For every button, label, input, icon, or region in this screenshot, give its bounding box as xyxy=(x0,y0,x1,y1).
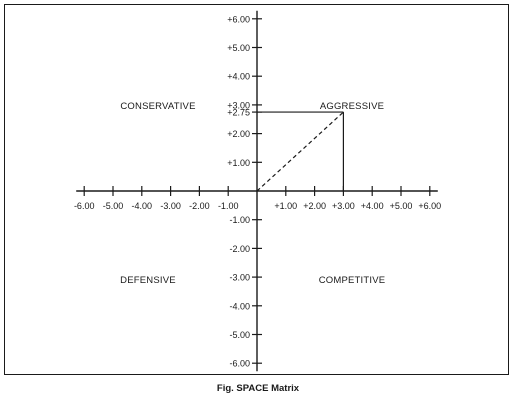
figure-frame xyxy=(4,4,509,375)
x-tick-label: -5.00 xyxy=(103,201,124,211)
x-tick-label: +3.00 xyxy=(332,201,355,211)
y-tick-label: +1.00 xyxy=(227,158,250,168)
x-tick-label: -4.00 xyxy=(132,201,153,211)
y-tick-label: +2.75 xyxy=(227,108,250,118)
y-tick-label: -2.00 xyxy=(229,244,250,254)
quadrant-label-aggressive: AGGRESSIVE xyxy=(320,101,384,112)
x-tick-label: -1.00 xyxy=(218,201,239,211)
y-tick-label: -5.00 xyxy=(229,330,250,340)
y-tick-label: +2.00 xyxy=(227,129,250,139)
x-tick-label: +1.00 xyxy=(274,201,297,211)
figure-caption: Fig. SPACE Matrix xyxy=(216,383,300,394)
quadrant-label-conservative: CONSERVATIVE xyxy=(120,101,195,112)
x-tick-label: -6.00 xyxy=(74,201,95,211)
quadrant-label-defensive: DEFENSIVE xyxy=(120,275,176,286)
x-tick-label: -3.00 xyxy=(160,201,181,211)
quadrant-label-competitive: COMPETITIVE xyxy=(319,275,386,286)
y-tick-label: -4.00 xyxy=(229,301,250,311)
y-tick-label: -6.00 xyxy=(229,359,250,369)
y-tick-label: -3.00 xyxy=(229,273,250,283)
directional-vector xyxy=(256,111,344,192)
x-tick-label: +6.00 xyxy=(418,201,441,211)
x-tick-label: +2.00 xyxy=(303,201,326,211)
y-tick-label: +3.00 xyxy=(227,100,250,110)
y-tick-label: +6.00 xyxy=(227,14,250,24)
x-tick-label: -2.00 xyxy=(189,201,210,211)
y-tick-label: -1.00 xyxy=(229,215,250,225)
x-tick-label: +5.00 xyxy=(390,201,413,211)
y-tick-label: +5.00 xyxy=(227,43,250,53)
x-tick-label: +4.00 xyxy=(361,201,384,211)
y-tick-label: +4.00 xyxy=(227,72,250,82)
